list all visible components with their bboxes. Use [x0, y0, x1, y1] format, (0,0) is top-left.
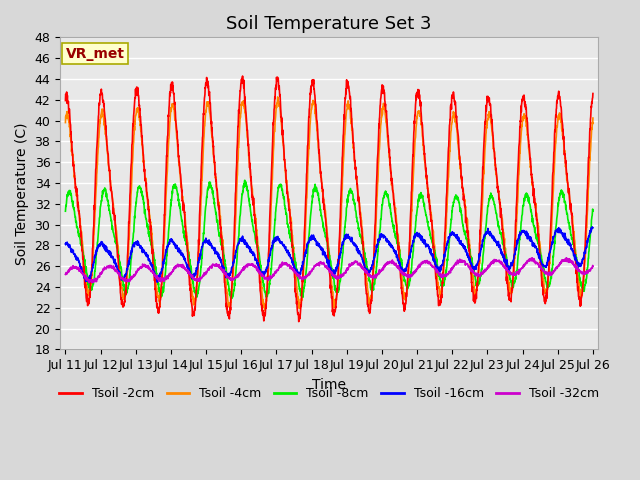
- Y-axis label: Soil Temperature (C): Soil Temperature (C): [15, 122, 29, 264]
- Text: VR_met: VR_met: [65, 47, 125, 60]
- Legend: Tsoil -2cm, Tsoil -4cm, Tsoil -8cm, Tsoil -16cm, Tsoil -32cm: Tsoil -2cm, Tsoil -4cm, Tsoil -8cm, Tsoi…: [54, 383, 604, 406]
- X-axis label: Time: Time: [312, 378, 346, 392]
- Title: Soil Temperature Set 3: Soil Temperature Set 3: [227, 15, 432, 33]
